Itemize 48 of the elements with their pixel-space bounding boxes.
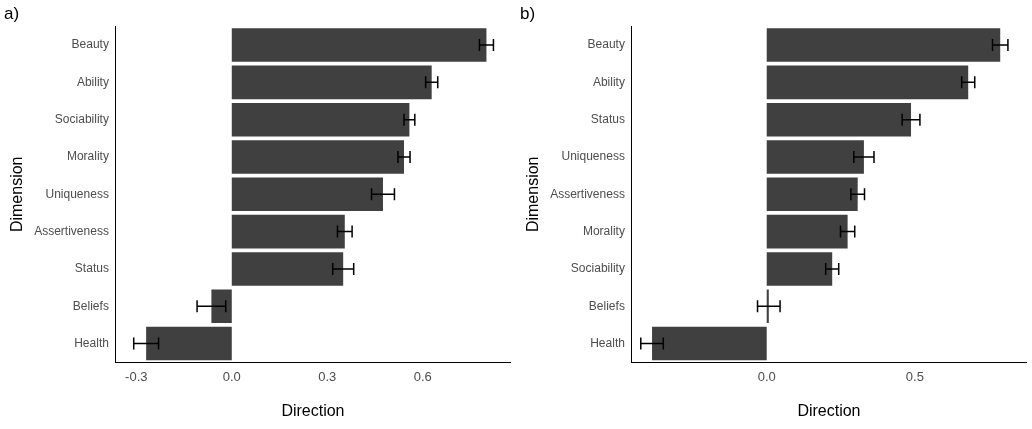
y-tick-label: Health (590, 335, 625, 350)
bar (766, 289, 769, 324)
x-tick-label: 0.0 (222, 368, 241, 384)
y-tick-label: Assertiveness (34, 223, 109, 238)
bar (652, 326, 767, 361)
y-tick-label: Beauty (587, 37, 625, 52)
y-tick-label: Status (590, 111, 625, 126)
y-tick-label: Assertiveness (550, 186, 625, 201)
bar (766, 252, 833, 286)
bar (766, 65, 969, 100)
bar (231, 65, 432, 100)
bar (766, 102, 912, 137)
y-tick-label: Morality (582, 223, 625, 238)
x-tick-label: 0.3 (318, 368, 337, 384)
x-tick-label: -0.3 (125, 368, 148, 384)
bar (146, 326, 232, 361)
y-tick-label: Beauty (71, 37, 109, 52)
y-tick-label: Sociability (54, 111, 109, 126)
bar (766, 140, 864, 174)
y-tick-label: Status (74, 261, 109, 276)
y-tick-label: Sociability (570, 261, 625, 276)
y-tick-label: Morality (66, 149, 109, 164)
y-tick-label: Uniqueness (45, 186, 109, 201)
bar (766, 177, 858, 212)
x-tick-label: 0.6 (413, 368, 432, 384)
x-tick-label: 0.5 (905, 368, 924, 384)
bar (231, 177, 383, 212)
chart-title: a) (4, 3, 20, 23)
bar (211, 289, 232, 324)
bar (231, 140, 404, 174)
bar (231, 102, 410, 137)
x-axis-title: Direction (281, 401, 345, 419)
y-axis-title: Dimension (524, 156, 542, 233)
x-tick-label: 0.0 (757, 368, 776, 384)
y-tick-label: Health (74, 335, 109, 350)
bar (231, 252, 344, 286)
y-tick-label: Ability (592, 74, 625, 89)
bar (231, 214, 345, 249)
bar (766, 28, 1001, 62)
y-axis-title: Dimension (8, 156, 26, 233)
y-tick-label: Beliefs (72, 298, 109, 313)
y-tick-label: Uniqueness (561, 149, 625, 164)
x-axis-title: Direction (797, 401, 861, 419)
y-tick-label: Ability (76, 74, 109, 89)
y-tick-label: Beliefs (588, 298, 625, 313)
bar (766, 214, 848, 249)
bar (231, 28, 487, 62)
chart-title: b) (520, 3, 536, 23)
